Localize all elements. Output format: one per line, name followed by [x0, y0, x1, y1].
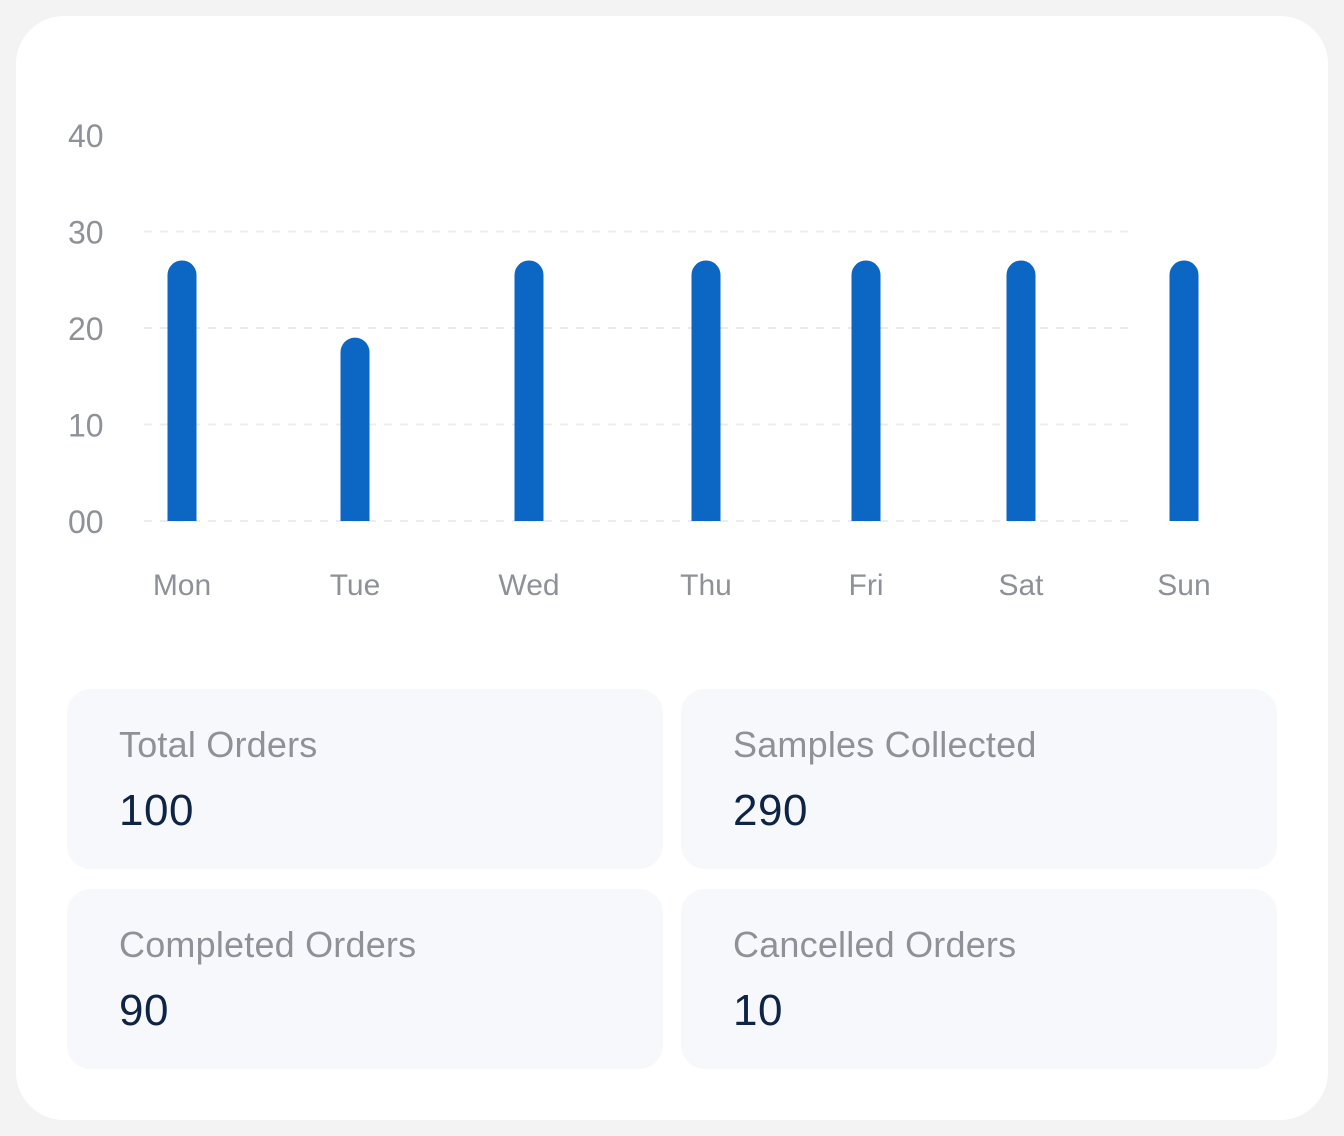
bar-sat: [1006, 260, 1036, 521]
bar-tue: [340, 337, 370, 521]
stat-card-cancelled-orders: Cancelled Orders 10: [681, 889, 1277, 1069]
stat-card-total-orders: Total Orders 100: [67, 689, 663, 869]
x-tick-label: Wed: [498, 569, 559, 602]
x-tick-label: Thu: [680, 569, 732, 602]
bar-wed: [514, 260, 544, 521]
stat-label-cancelled-orders: Cancelled Orders: [733, 924, 1017, 965]
stat-value-samples-collected: 290: [733, 786, 808, 835]
y-tick-label: 10: [68, 408, 104, 444]
stat-value-completed-orders: 90: [119, 986, 169, 1035]
stat-card-completed-orders: Completed Orders 90: [67, 889, 663, 1069]
y-tick-label: 30: [68, 215, 104, 251]
bar-fri: [851, 260, 881, 521]
bar-mon: [167, 260, 197, 521]
x-tick-label: Mon: [153, 569, 211, 602]
y-tick-label: 40: [68, 118, 104, 154]
stat-label-completed-orders: Completed Orders: [119, 924, 417, 965]
x-tick-label: Fri: [849, 569, 884, 602]
stat-card-samples-collected: Samples Collected 290: [681, 689, 1277, 869]
bar-sun: [1169, 260, 1199, 521]
stat-label-total-orders: Total Orders: [119, 724, 318, 765]
y-tick-label: 00: [68, 504, 104, 540]
bar-thu: [691, 260, 721, 521]
x-tick-label: Sun: [1157, 569, 1210, 602]
y-tick-label: 20: [68, 311, 104, 347]
x-tick-label: Tue: [330, 569, 381, 602]
dashboard-card: 00 10 20 30 40 Mon Tue Wed Thu Fri Sat Sun Total Or…: [16, 16, 1328, 1120]
stat-label-samples-collected: Samples Collected: [733, 724, 1037, 765]
orders-bar-chart: 00 10 20 30 40 Mon Tue Wed Thu Fri Sat Sun: [68, 118, 1211, 602]
stat-value-total-orders: 100: [119, 786, 194, 835]
stat-value-cancelled-orders: 10: [733, 986, 783, 1035]
x-tick-label: Sat: [998, 569, 1044, 602]
